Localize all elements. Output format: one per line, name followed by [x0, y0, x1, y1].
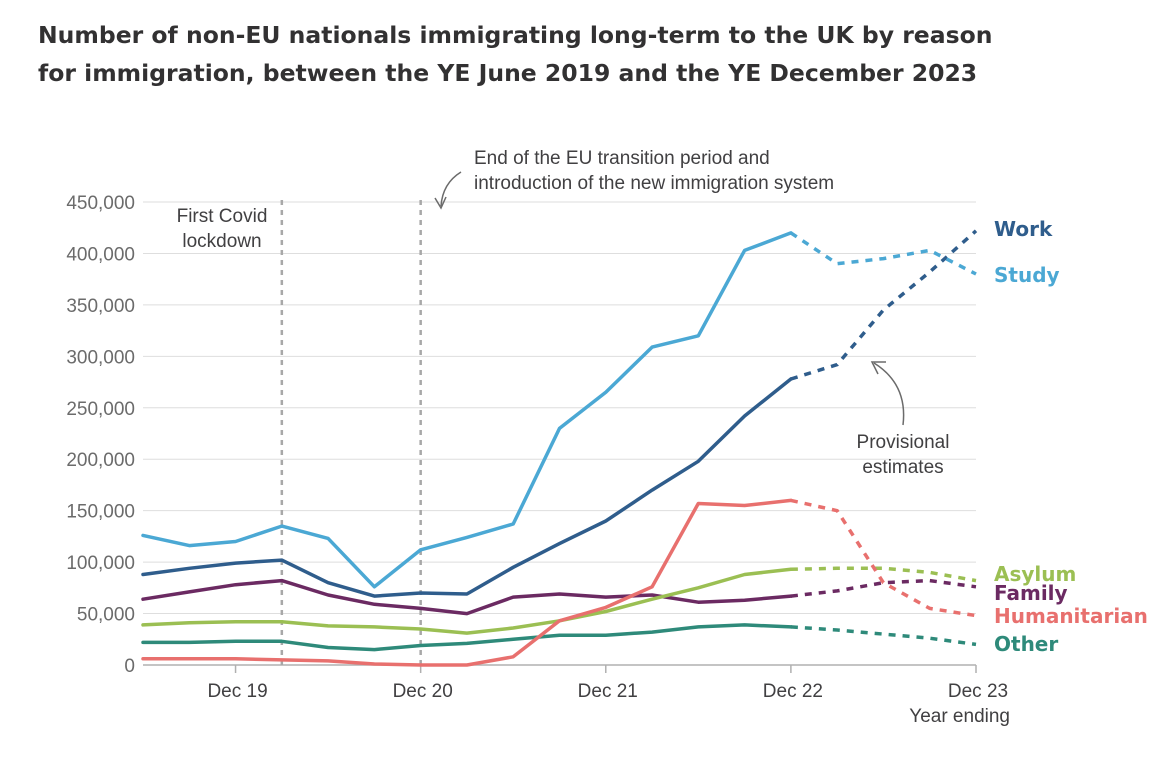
covid-annotation-line1: First Covid	[177, 206, 268, 227]
covid-annotation-line2: lockdown	[182, 231, 261, 252]
eu-annotation-line1: End of the EU transition period and	[474, 148, 770, 169]
y-tick-label-300000: 300,000	[66, 347, 135, 368]
chart-title-line2: for immigration, between the YE June 201…	[38, 59, 978, 87]
provisional-annotation-arrow	[873, 362, 905, 426]
series-label-work: Work	[994, 217, 1053, 241]
series-labels: Work Study Asylum Family Humanitarian Ot…	[994, 217, 1148, 656]
series-label-humanitarian: Humanitarian	[994, 604, 1148, 628]
eu-annotation-line2: introduction of the new immigration syst…	[474, 173, 834, 194]
annotations: First Covid lockdown End of the EU trans…	[177, 148, 950, 665]
provisional-annotation-line1: Provisional	[857, 432, 950, 453]
series-line-study	[141, 231, 793, 589]
series-line-provisional-work	[790, 229, 978, 381]
series-line-provisional-humanitarian	[790, 498, 977, 618]
y-axis: 0 50,000 100,000 150,000 200,000 250,000 300,0…	[66, 193, 135, 677]
x-tick-label-dec-19: Dec 19	[207, 681, 267, 702]
series-line-provisional-study	[789, 231, 977, 276]
eu-annotation-arrow	[440, 171, 462, 207]
y-tick-label-450000: 450,000	[66, 193, 135, 214]
x-tick-label-dec-21: Dec 21	[578, 681, 638, 702]
y-tick-label-250000: 250,000	[66, 399, 135, 420]
x-tick-label-dec-22: Dec 22	[763, 681, 823, 702]
y-tick-label-400000: 400,000	[66, 244, 135, 265]
series-lines	[141, 229, 978, 667]
y-tick-label-100000: 100,000	[66, 553, 135, 574]
series-line-provisional-asylum	[790, 566, 977, 583]
series-label-asylum: Asylum	[994, 562, 1076, 586]
series-line-work	[141, 377, 793, 598]
series-line-provisional-other	[790, 625, 977, 647]
series-line-humanitarian	[141, 498, 793, 667]
gridlines	[143, 201, 976, 615]
y-tick-label-200000: 200,000	[66, 450, 135, 471]
series-line-other	[141, 623, 793, 652]
series-label-other: Other	[994, 632, 1058, 656]
provisional-annotation-arrowhead	[870, 361, 886, 375]
series-line-asylum	[141, 567, 793, 635]
chart-title-line1: Number of non-EU nationals immigrating l…	[38, 21, 993, 49]
y-tick-label-50000: 50,000	[77, 605, 135, 626]
y-tick-label-350000: 350,000	[66, 296, 135, 317]
x-axis: Year ending Dec 19 Dec 20 Dec 21 Dec 22 Dec …	[143, 664, 1010, 727]
series-line-family	[141, 578, 793, 616]
eu-annotation-arrowhead	[434, 196, 447, 210]
x-axis-title: Year ending	[909, 706, 1010, 727]
series-label-study: Study	[994, 263, 1060, 287]
provisional-annotation-line2: estimates	[862, 457, 943, 478]
series-line-provisional-family	[790, 578, 977, 598]
x-tick-label-dec-23: Dec 23	[948, 681, 1008, 702]
y-tick-label-0: 0	[124, 656, 135, 677]
y-tick-label-150000: 150,000	[66, 502, 135, 523]
chart-title: Number of non-EU nationals immigrating l…	[38, 16, 1038, 92]
x-tick-label-dec-20: Dec 20	[393, 681, 453, 702]
series-label-family: Family	[994, 581, 1068, 605]
